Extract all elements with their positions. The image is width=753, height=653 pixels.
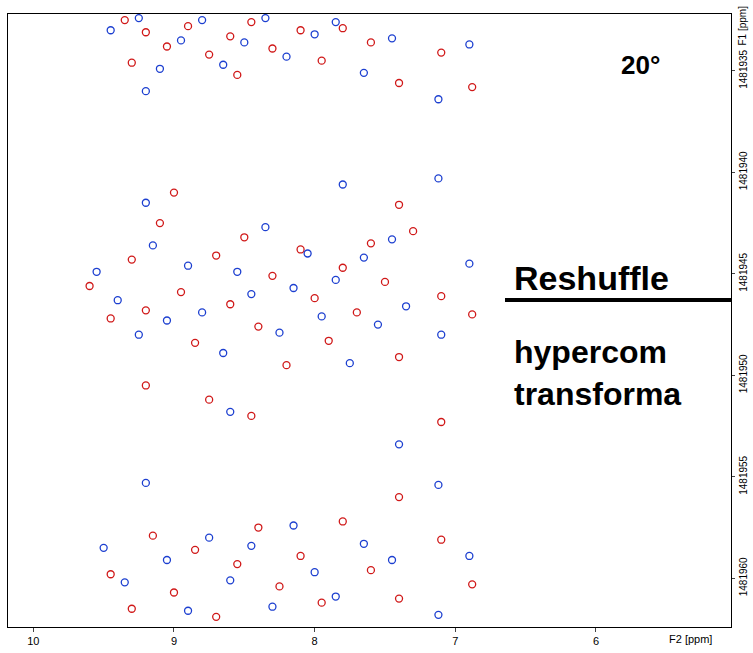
svg-text:1481940: 1481940 — [738, 151, 749, 190]
svg-text:transforma: transforma — [514, 376, 681, 412]
svg-text:8: 8 — [312, 635, 318, 647]
svg-text:1481960: 1481960 — [738, 557, 749, 596]
svg-text:20°: 20° — [621, 50, 660, 80]
svg-text:F2 [ppm]: F2 [ppm] — [669, 633, 712, 645]
svg-text:9: 9 — [171, 635, 177, 647]
svg-text:F1 [ppm]: F1 [ppm] — [737, 6, 748, 46]
svg-text:6: 6 — [593, 635, 599, 647]
svg-text:10: 10 — [27, 635, 39, 647]
svg-text:Reshuffle: Reshuffle — [514, 259, 669, 297]
svg-text:1481935: 1481935 — [738, 49, 749, 88]
svg-text:1481955: 1481955 — [738, 455, 749, 494]
svg-text:7: 7 — [452, 635, 458, 647]
svg-text:1481945: 1481945 — [738, 252, 749, 291]
svg-text:hypercom: hypercom — [514, 334, 667, 370]
svg-text:1481950: 1481950 — [738, 354, 749, 393]
